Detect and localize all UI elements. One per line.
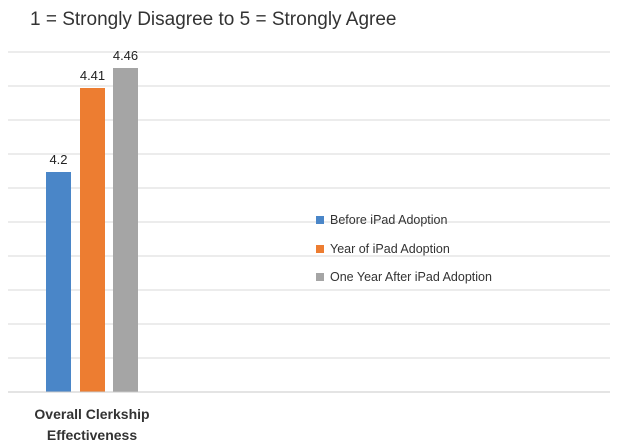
data-label-year-of: 4.41 <box>80 68 105 83</box>
legend-swatch-year-of <box>316 244 324 253</box>
bars <box>46 68 138 392</box>
legend: Before iPad Adoption Year of iPad Adopti… <box>316 206 492 292</box>
legend-label-year-of: Year of iPad Adoption <box>330 241 450 256</box>
legend-item-year-of: Year of iPad Adoption <box>316 235 492 264</box>
data-label-before: 4.2 <box>49 152 67 167</box>
bar-year-of <box>80 88 105 392</box>
legend-item-before: Before iPad Adoption <box>316 206 492 235</box>
bar-after <box>113 68 138 392</box>
category-label-line-2: Effectiveness <box>47 427 137 443</box>
legend-swatch-after <box>316 273 324 282</box>
legend-label-before: Before iPad Adoption <box>330 213 448 228</box>
category-label-line-1: Overall Clerkship <box>34 406 149 422</box>
legend-label-after: One Year After iPad Adoption <box>330 270 492 285</box>
legend-item-after: One Year After iPad Adoption <box>316 263 492 292</box>
data-labels: 4.2 4.41 4.46 <box>49 48 138 167</box>
bar-before <box>46 172 71 392</box>
data-label-after: 4.46 <box>113 48 138 63</box>
gridlines <box>8 51 610 359</box>
legend-swatch-before <box>316 216 324 225</box>
chart-title: 1 = Strongly Disagree to 5 = Strongly Ag… <box>30 9 397 30</box>
